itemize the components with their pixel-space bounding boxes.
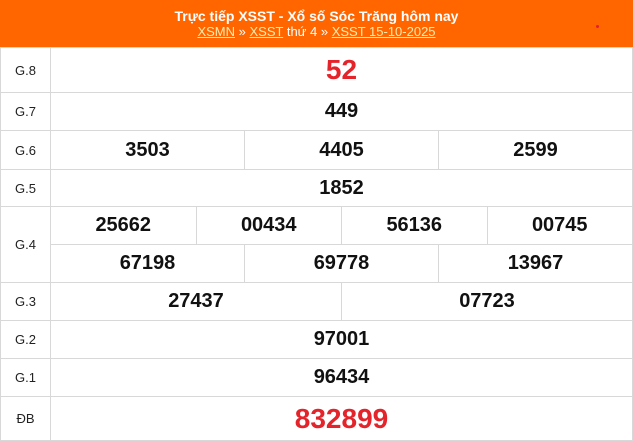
results-table: G.8 52 G.7 449 G.6 3503 4405 2599 G.5 1852 G.… — [0, 47, 633, 441]
prize-number: 07723 — [341, 283, 632, 320]
prize-number: 96434 — [50, 358, 633, 397]
live-dot-icon — [596, 25, 599, 28]
breadcrumb-sep: » — [320, 24, 329, 39]
page-title: Trực tiếp XSST - Xổ số Sóc Trăng hôm nay — [174, 8, 459, 24]
prize-label: G.3 — [0, 282, 51, 321]
prize-label: G.4 — [0, 206, 51, 283]
link-xsmn[interactable]: XSMN — [197, 24, 235, 39]
row-g2: G.2 97001 — [0, 320, 633, 359]
prize-number: 97001 — [50, 320, 633, 359]
prize-label: G.8 — [0, 47, 51, 93]
prize-number: 69778 — [244, 245, 438, 282]
prize-number: 00745 — [486, 207, 633, 244]
row-g4b: 67198 69778 13967 — [1, 244, 633, 283]
prize-number: 52 — [50, 47, 633, 93]
prize-number: 1852 — [50, 169, 633, 207]
row-g6: G.6 3503 4405 2599 — [0, 130, 633, 170]
special-prize-number: 832899 — [50, 396, 633, 441]
prize-label: ĐB — [0, 396, 51, 441]
prize-label: G.2 — [0, 320, 51, 359]
prize-number: 449 — [50, 92, 633, 131]
row-special: ĐB 832899 — [0, 396, 633, 441]
prize-number: 4405 — [244, 131, 438, 169]
breadcrumb: XSMN » XSST thứ 4 » XSST 15-10-2025 — [0, 24, 633, 40]
results-header: Trực tiếp XSST - Xổ số Sóc Trăng hôm nay… — [0, 0, 633, 47]
link-xsst-date[interactable]: XSST 15-10-2025 — [331, 24, 436, 39]
row-g1: G.1 96434 — [0, 358, 633, 397]
breadcrumb-sep: » — [238, 24, 246, 39]
prize-number: 27437 — [168, 290, 224, 312]
row-g4: G.4 25662 00434 56136 00745 — [0, 206, 633, 283]
row-g7: G.7 449 — [0, 92, 633, 131]
prize-label: G.5 — [0, 169, 51, 207]
weekday-text: thứ 4 — [286, 24, 318, 39]
link-xsst[interactable]: XSST — [249, 24, 284, 39]
prize-label: G.6 — [0, 130, 51, 170]
prize-number: 00434 — [195, 207, 342, 244]
prize-number: 13967 — [438, 245, 632, 282]
prize-number: 56136 — [341, 207, 487, 244]
row-g3: G.3 27437 07723 — [0, 282, 633, 321]
row-g8: G.8 52 — [0, 47, 633, 93]
prize-number: 2599 — [438, 131, 632, 169]
prize-number: 3503 — [125, 138, 170, 161]
prize-label: G.1 — [0, 358, 51, 397]
prize-number: 25662 — [95, 214, 152, 236]
prize-number: 67198 — [119, 252, 176, 274]
prize-label: G.7 — [0, 92, 51, 131]
row-g5: G.5 1852 — [0, 169, 633, 207]
